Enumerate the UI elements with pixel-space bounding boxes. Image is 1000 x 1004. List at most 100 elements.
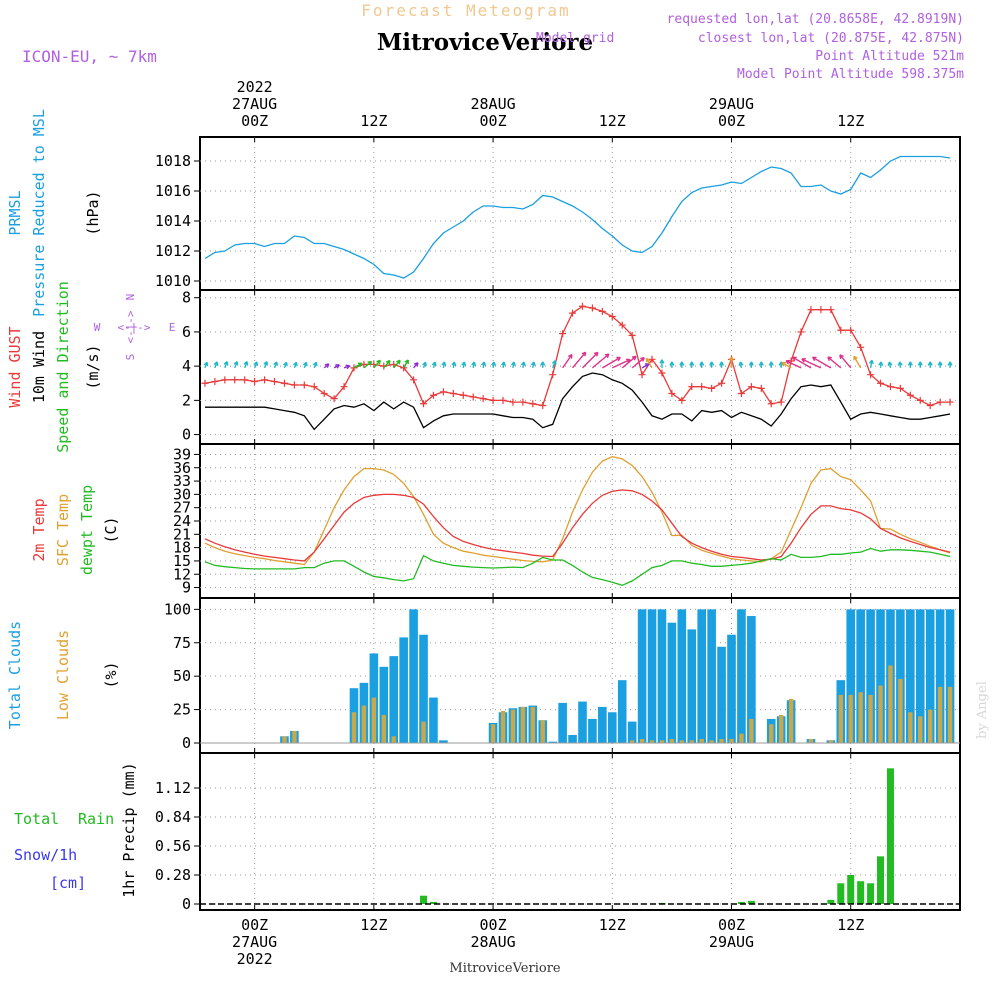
bar-rain	[747, 900, 755, 904]
bar-low-cloud	[739, 733, 744, 743]
axis-label-dewpt: dewpt Temp	[78, 485, 96, 575]
y-tick-label: 4	[182, 357, 191, 375]
y-tick-label: 8	[182, 289, 191, 307]
bar-low-cloud	[679, 740, 685, 743]
bar-total-cloud	[727, 634, 736, 743]
bar-low-cloud	[282, 736, 287, 743]
wind-arrowhead	[937, 361, 943, 366]
legend-snow: Snow/1h	[14, 846, 77, 864]
wind-arrowhead	[593, 351, 599, 357]
bar-low-cloud	[709, 740, 714, 743]
wind-arrowhead	[367, 360, 373, 366]
axis-label-pressure: Pressure Reduced to MSL	[30, 109, 48, 317]
wind-arrowhead	[404, 359, 409, 364]
wind-arrowhead	[827, 356, 832, 362]
wind-arrowhead	[422, 361, 427, 367]
gust-marker	[777, 398, 785, 406]
bar-total-cloud	[409, 609, 418, 743]
y-tick-label: 18	[173, 539, 191, 557]
y-tick-label: 0	[182, 426, 191, 444]
wind-arrow	[827, 356, 842, 369]
time-label-bottom: 28AUG	[470, 933, 515, 951]
legend-total: Total	[14, 810, 59, 828]
bar-total-cloud	[588, 718, 597, 743]
time-label-top: 28AUG	[470, 95, 515, 113]
y-tick-label: 0	[182, 734, 191, 752]
bar-low-cloud	[689, 740, 694, 743]
bar-low-cloud	[292, 730, 297, 743]
wind-arrowhead	[461, 361, 467, 366]
gust-marker	[916, 396, 924, 404]
wind-arrowhead	[689, 361, 695, 366]
time-label-top: 27AUG	[232, 95, 277, 113]
time-label-bottom: 00Z	[480, 916, 507, 934]
bar-rain	[857, 881, 865, 904]
bar-total-cloud	[667, 622, 677, 743]
wind-arrowhead	[581, 351, 587, 357]
y-tick-label: 36	[173, 459, 191, 477]
series-10m-wind	[205, 372, 951, 431]
wind-arrowhead	[263, 361, 269, 366]
time-label-bottom: 00Z	[241, 916, 268, 934]
wind-arrowhead	[659, 359, 665, 364]
wind-arrow	[403, 359, 409, 369]
bar-low-cloud	[530, 706, 536, 743]
bar-total-cloud	[925, 609, 935, 743]
wind-arrowhead	[853, 355, 858, 361]
gust-marker	[429, 391, 437, 399]
compass-east: E	[169, 321, 176, 334]
requested-coords: requested lon,lat (20.8658E, 42.8919N)	[667, 12, 964, 27]
wind-arrowhead	[385, 359, 391, 365]
gust-marker	[817, 306, 825, 314]
wind-arrow	[781, 361, 792, 369]
gust-marker	[280, 379, 288, 387]
legend-rain: Rain	[78, 810, 114, 828]
bar-low-cloud	[659, 740, 665, 743]
bar-low-cloud	[639, 738, 645, 743]
gust-marker	[678, 396, 686, 404]
gust-marker	[479, 395, 487, 403]
gust-marker	[449, 390, 457, 398]
bar-low-cloud	[848, 694, 853, 743]
y-tick-label: 100	[164, 600, 191, 618]
time-label-top: 00Z	[241, 112, 268, 130]
bar-total-cloud	[677, 609, 687, 743]
gust-marker	[201, 379, 209, 387]
bar-total-cloud	[389, 656, 399, 743]
bar-total-cloud	[439, 740, 448, 743]
wind-arrowhead	[669, 361, 675, 366]
axis-label-2m-temp: 2m Temp	[30, 498, 48, 561]
wind-arrowhead	[631, 355, 637, 361]
gust-marker	[718, 379, 726, 387]
y-tick-label: 50	[173, 667, 191, 685]
gust-marker	[211, 378, 219, 386]
bar-total-cloud	[607, 712, 617, 743]
compass-ew-marker: <-|->	[117, 321, 150, 334]
axis-unit-ms: (m/s)	[84, 344, 102, 389]
gust-marker	[737, 390, 745, 398]
time-label-top: 00Z	[718, 112, 745, 130]
wind-arrowhead	[273, 361, 278, 366]
gust-marker	[698, 383, 706, 391]
bar-total-cloud	[647, 609, 657, 743]
bar-low-cloud	[699, 738, 704, 743]
wind-arrowhead	[839, 354, 844, 360]
bar-total-cloud	[558, 702, 567, 743]
wind-arrow	[812, 356, 832, 369]
bar-total-cloud	[747, 616, 756, 743]
time-label-top: 12Z	[837, 112, 864, 130]
axis-label-sfc-temp: SFC Temp	[54, 494, 72, 566]
bar-low-cloud	[669, 738, 675, 743]
gust-marker	[837, 326, 845, 334]
wind-arrowhead	[878, 361, 884, 366]
axis-label-prmsl: PRMSL	[6, 190, 24, 235]
bar-low-cloud	[421, 721, 426, 743]
wind-arrow	[631, 357, 645, 369]
gust-marker	[251, 378, 259, 386]
wind-arrowhead	[551, 360, 557, 365]
wind-arrow	[562, 354, 573, 369]
wind-arrowhead	[345, 364, 351, 370]
closest-prefix: Model grid	[536, 31, 614, 46]
wind-arrowhead	[481, 361, 487, 366]
